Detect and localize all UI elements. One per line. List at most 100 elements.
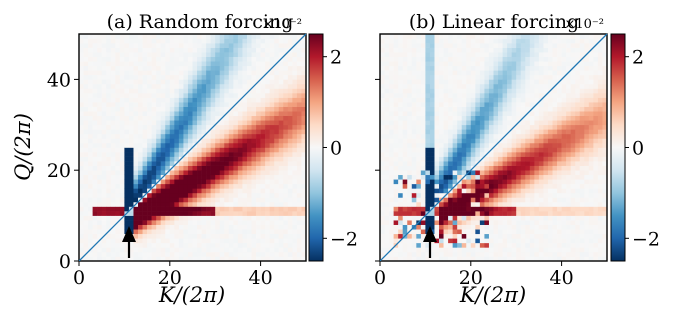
heatmap-cell xyxy=(575,102,580,107)
heatmap-cell xyxy=(106,184,111,189)
heatmap-cell xyxy=(261,88,266,93)
heatmap-cell xyxy=(120,247,125,252)
heatmap-cell xyxy=(93,157,98,162)
heatmap-cell xyxy=(79,143,84,148)
heatmap-cell xyxy=(566,247,571,252)
heatmap-cell xyxy=(238,166,243,171)
heatmap-cell xyxy=(425,116,430,121)
heatmap-cell xyxy=(480,207,485,212)
heatmap-cell xyxy=(79,152,84,157)
heatmap-cell xyxy=(197,175,202,180)
heatmap-cell xyxy=(457,43,462,48)
heatmap-cell xyxy=(580,102,585,107)
heatmap-cell xyxy=(598,175,603,180)
heatmap-cell xyxy=(548,70,553,75)
heatmap-cell xyxy=(462,188,467,193)
heatmap-cell xyxy=(444,111,449,116)
heatmap-cell xyxy=(143,247,148,252)
heatmap-cell xyxy=(270,207,275,212)
heatmap-cell xyxy=(279,188,284,193)
heatmap-cell xyxy=(448,61,453,66)
heatmap-cell xyxy=(448,225,453,230)
heatmap-cell xyxy=(498,234,503,239)
heatmap-cell xyxy=(589,79,594,84)
heatmap-cell xyxy=(115,93,120,98)
heatmap-cell xyxy=(543,184,548,189)
heatmap-cell xyxy=(97,129,102,134)
heatmap-cell xyxy=(238,234,243,239)
heatmap-cell xyxy=(242,39,247,44)
heatmap-cell xyxy=(161,157,166,162)
heatmap-cell xyxy=(111,247,116,252)
heatmap-cell xyxy=(439,138,444,143)
heatmap-cell xyxy=(385,93,390,98)
heatmap-cell xyxy=(256,129,261,134)
heatmap-cell xyxy=(111,211,116,216)
heatmap-cell xyxy=(593,134,598,139)
heatmap-cell xyxy=(430,188,435,193)
heatmap-cell xyxy=(571,175,576,180)
heatmap-cell xyxy=(211,247,216,252)
heatmap-cell xyxy=(484,161,489,166)
heatmap-cell xyxy=(512,70,517,75)
heatmap-cell xyxy=(247,252,252,257)
heatmap-cell xyxy=(575,188,580,193)
heatmap-cell xyxy=(480,216,485,221)
heatmap-cell xyxy=(589,134,594,139)
heatmap-cell xyxy=(484,243,489,248)
heatmap-cell xyxy=(256,184,261,189)
heatmap-cell xyxy=(256,238,261,243)
heatmap-cell xyxy=(434,93,439,98)
heatmap-cell xyxy=(571,234,576,239)
heatmap-cell xyxy=(444,152,449,157)
heatmap-cell xyxy=(102,166,107,171)
heatmap-cell xyxy=(102,116,107,121)
heatmap-cell xyxy=(274,138,279,143)
heatmap-cell xyxy=(439,211,444,216)
heatmap-cell xyxy=(202,207,207,212)
heatmap-cell xyxy=(466,79,471,84)
heatmap-cell xyxy=(233,43,238,48)
heatmap-cell xyxy=(448,120,453,125)
heatmap-cell xyxy=(530,39,535,44)
heatmap-cell xyxy=(202,225,207,230)
heatmap-cell xyxy=(229,84,234,89)
heatmap-cell xyxy=(412,207,417,212)
heatmap-cell xyxy=(557,202,562,207)
heatmap-cell xyxy=(206,238,211,243)
heatmap-cell xyxy=(274,161,279,166)
heatmap-cell xyxy=(516,88,521,93)
heatmap-cell xyxy=(512,102,517,107)
heatmap-cell xyxy=(115,234,120,239)
heatmap-cell xyxy=(598,179,603,184)
heatmap-cell xyxy=(521,93,526,98)
heatmap-cell xyxy=(543,152,548,157)
heatmap-cell xyxy=(88,157,93,162)
heatmap-cell xyxy=(385,229,390,234)
heatmap-cell xyxy=(412,161,417,166)
heatmap-cell xyxy=(448,52,453,57)
heatmap-cell xyxy=(562,148,567,153)
heatmap-cell xyxy=(530,184,535,189)
heatmap-cell xyxy=(124,39,129,44)
heatmap-cell xyxy=(152,193,157,198)
heatmap-cell xyxy=(439,102,444,107)
heatmap-cell xyxy=(398,102,403,107)
heatmap-cell xyxy=(247,207,252,212)
heatmap-cell xyxy=(484,207,489,212)
heatmap-cell xyxy=(416,202,421,207)
heatmap-cell xyxy=(283,152,288,157)
heatmap-cell xyxy=(265,243,270,248)
heatmap-cell xyxy=(398,107,403,112)
heatmap-cell xyxy=(220,98,225,103)
heatmap-cell xyxy=(279,179,284,184)
heatmap-cell xyxy=(170,243,175,248)
heatmap-cell xyxy=(220,75,225,80)
heatmap-cell xyxy=(183,88,188,93)
heatmap-cell xyxy=(124,88,129,93)
heatmap-cell xyxy=(156,116,161,121)
heatmap-cell xyxy=(288,247,293,252)
heatmap-cell xyxy=(380,238,385,243)
heatmap-cell xyxy=(553,143,558,148)
heatmap-cell xyxy=(548,129,553,134)
